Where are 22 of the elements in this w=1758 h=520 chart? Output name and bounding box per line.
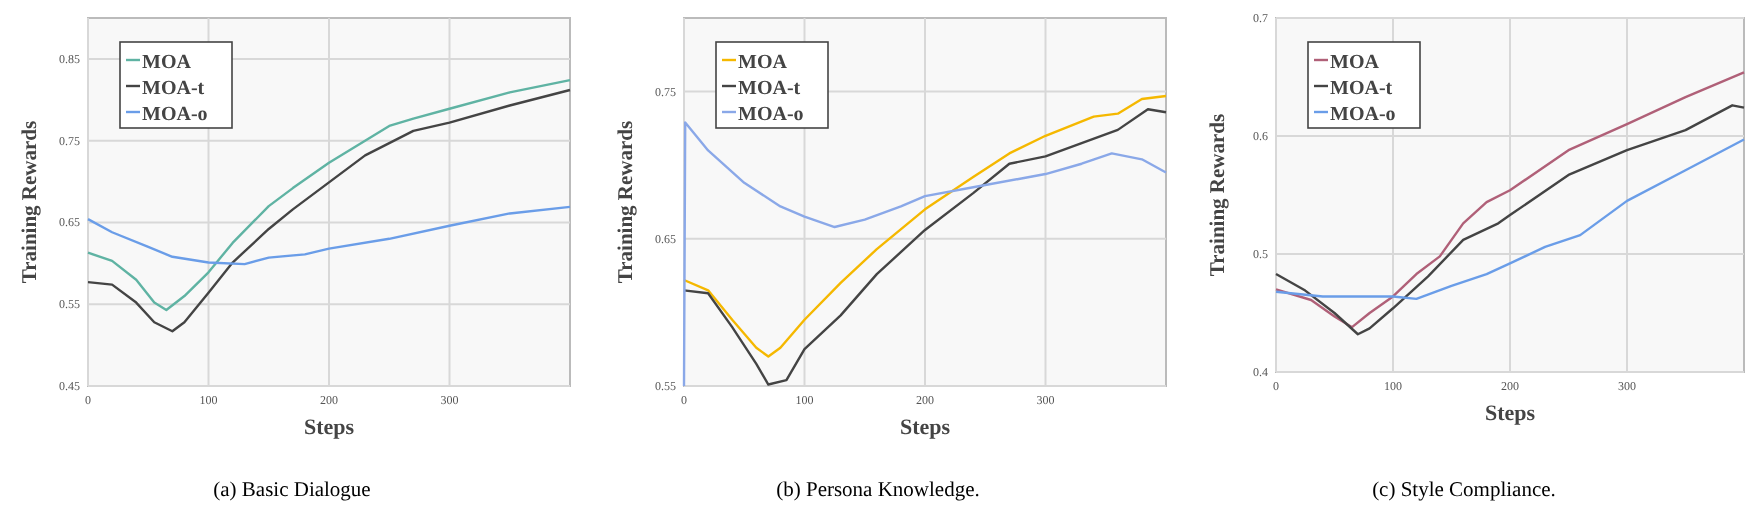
x-axis-title: Steps [899,416,952,440]
x-axis-title: Steps [303,416,356,440]
y-axis-title: Training Rewards [20,120,42,284]
legend-label: MOA [1330,52,1381,74]
legend-label: MOA-o [1330,104,1396,126]
text: (c) Style Compliance. [1372,480,1556,502]
text: (a) Basic Dialogue [213,480,372,502]
legend-label: MOA [142,52,193,74]
line-series [1274,104,1746,336]
legend-label: MOA-o [738,104,804,126]
legend-label: MOA-t [738,78,802,100]
y-axis-title: Training Rewards [1208,113,1230,277]
line-series [86,205,572,266]
legend-label: MOA-t [142,78,206,100]
legend-label: MOA-o [142,104,208,126]
legend-label: MOA [738,52,789,74]
legend-label: MOA-t [1330,78,1394,100]
line-series [1274,71,1746,329]
x-axis-title: Steps [1484,402,1537,426]
y-axis-title: Training Rewards [616,120,638,284]
text: (b) Persona Knowledge. [776,480,980,502]
line-series [1274,138,1746,301]
